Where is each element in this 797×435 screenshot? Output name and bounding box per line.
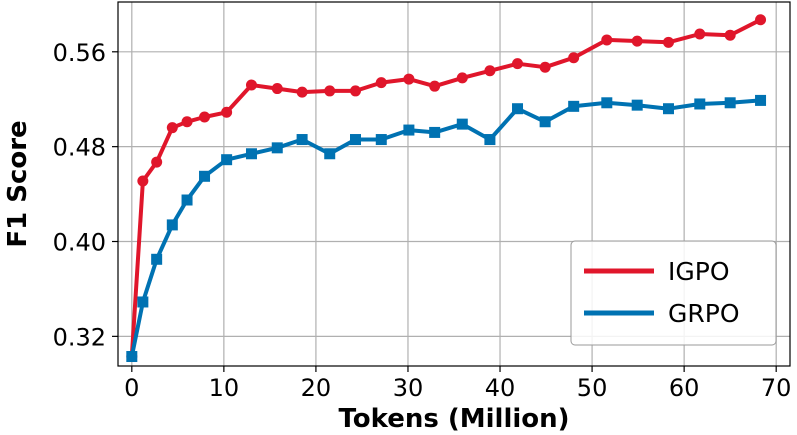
x-tick-label: 60 [669, 374, 700, 402]
x-tick-label: 70 [761, 374, 792, 402]
data-point-grpo [296, 134, 308, 146]
data-point-grpo [755, 94, 767, 106]
legend-label-igpo: IGPO [668, 257, 730, 286]
data-point-igpo [568, 52, 580, 64]
data-point-grpo [375, 134, 387, 146]
data-point-igpo [271, 83, 283, 95]
x-axis-title: Tokens (Million) [338, 404, 569, 434]
data-point-igpo [245, 79, 257, 91]
data-point-igpo [151, 156, 163, 168]
data-point-grpo [137, 296, 149, 308]
data-point-grpo [350, 134, 362, 146]
plot-area-frame [117, 1, 791, 367]
data-point-grpo [568, 100, 580, 112]
data-point-grpo [456, 118, 468, 130]
data-point-grpo [403, 124, 415, 136]
data-point-igpo [694, 28, 706, 40]
y-tick-label: 0.40 [53, 229, 106, 257]
data-point-grpo [512, 103, 524, 115]
data-point-igpo [137, 175, 149, 187]
data-point-igpo [403, 73, 415, 85]
data-point-grpo [694, 98, 706, 110]
data-point-igpo [324, 85, 336, 97]
legend-box [570, 240, 777, 346]
x-tick-label: 20 [301, 374, 332, 402]
data-point-igpo [221, 106, 233, 118]
data-point-igpo [662, 36, 674, 48]
data-point-grpo [151, 253, 163, 265]
data-point-igpo [755, 14, 767, 26]
data-point-grpo [221, 154, 233, 166]
series-layer [126, 14, 767, 363]
series-grpo [126, 94, 767, 363]
data-point-igpo [350, 85, 362, 97]
data-point-igpo [484, 65, 496, 77]
data-point-igpo [296, 86, 308, 98]
data-point-grpo [324, 148, 336, 160]
x-tick-label: 0 [124, 374, 139, 402]
data-point-igpo [456, 72, 468, 84]
data-point-grpo [271, 142, 283, 154]
data-point-igpo [375, 77, 387, 89]
data-point-igpo [512, 58, 524, 70]
data-point-igpo [724, 29, 736, 41]
data-point-igpo [181, 116, 193, 128]
data-point-igpo [601, 34, 613, 46]
data-point-grpo [181, 194, 193, 206]
data-point-igpo [199, 111, 211, 123]
y-tick-label: 0.56 [53, 39, 106, 67]
axis-ticks: 0 10 20 30 40 50 60 70 0.32 0.40 0.48 0.56 [53, 39, 792, 402]
x-tick-label: 10 [209, 374, 240, 402]
data-point-grpo [662, 103, 674, 115]
data-point-grpo [199, 170, 211, 182]
data-point-grpo [166, 219, 178, 231]
y-axis-title: F1 Score [3, 120, 33, 247]
data-point-igpo [539, 61, 551, 73]
data-point-grpo [245, 148, 257, 160]
x-tick-label: 40 [485, 374, 516, 402]
data-point-igpo [631, 35, 643, 47]
x-tick-label: 30 [393, 374, 424, 402]
data-point-grpo [484, 134, 496, 146]
data-point-grpo [724, 97, 736, 109]
data-point-grpo [631, 99, 643, 111]
x-tick-label: 50 [577, 374, 608, 402]
data-point-igpo [166, 122, 178, 134]
data-point-grpo [539, 116, 551, 128]
legend: IGPO GRPO [570, 240, 777, 346]
data-point-grpo [429, 126, 441, 138]
data-point-igpo [429, 80, 441, 92]
legend-label-grpo: GRPO [668, 299, 740, 328]
y-tick-label: 0.32 [53, 323, 106, 351]
y-tick-label: 0.48 [53, 134, 106, 162]
data-point-grpo [126, 351, 138, 363]
data-point-grpo [601, 97, 613, 109]
